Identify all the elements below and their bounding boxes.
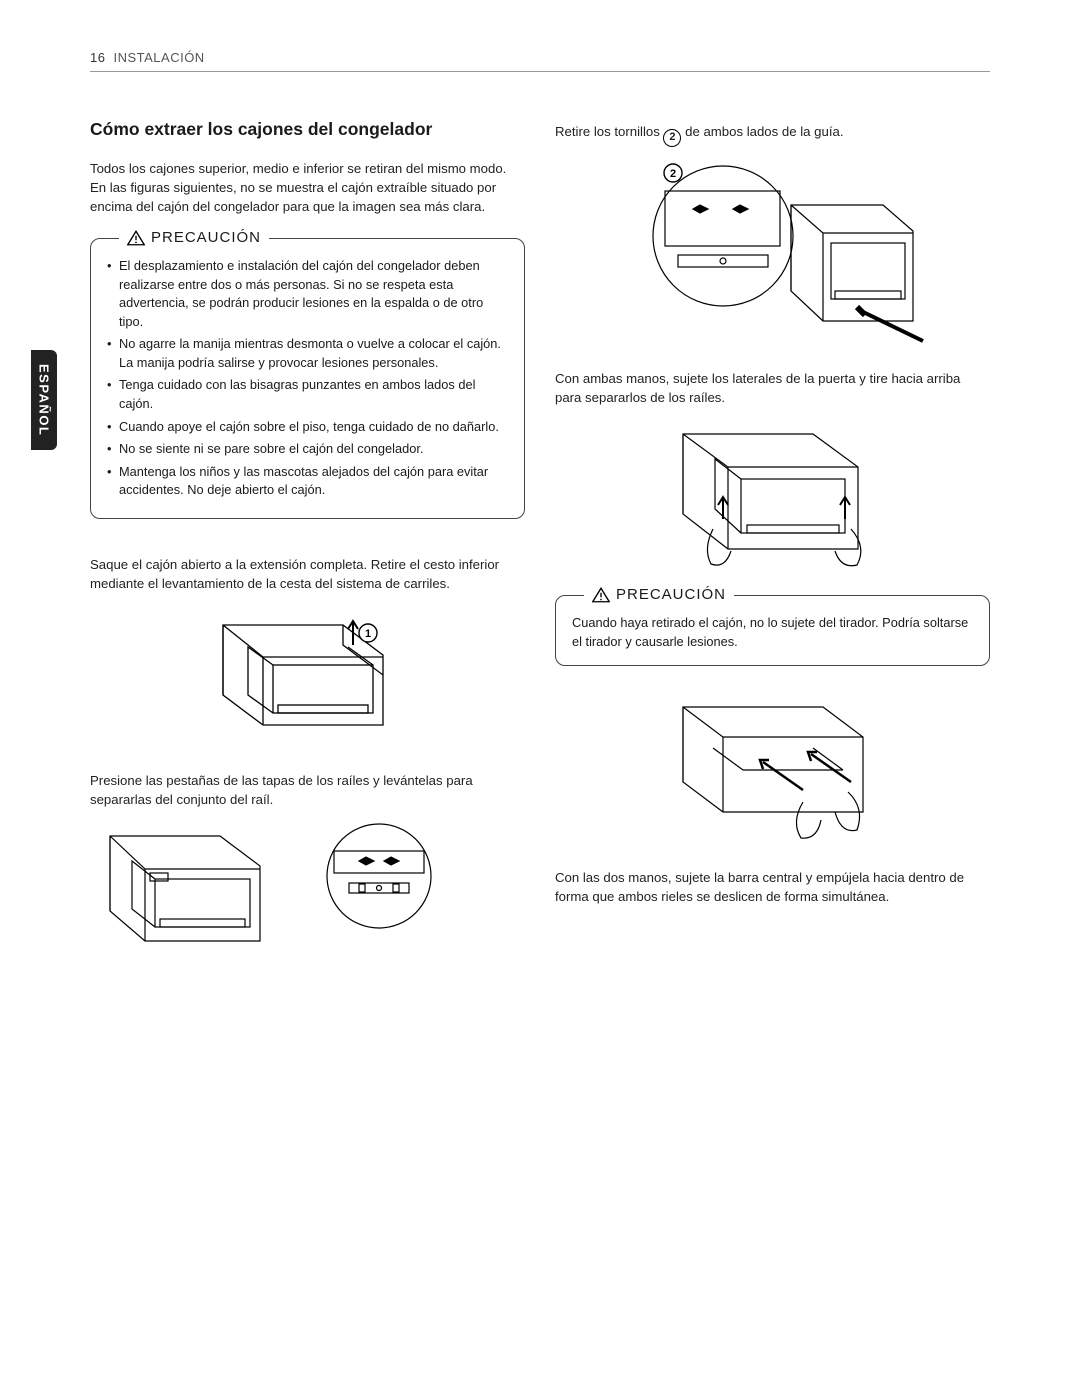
section-name: INSTALACIÓN xyxy=(113,50,204,65)
step-5-text: Con las dos manos, sujete la barra centr… xyxy=(555,868,990,906)
illustration-rail-detail xyxy=(304,821,454,931)
caution-label: PRECAUCIÓN xyxy=(616,586,726,603)
top-rule xyxy=(90,71,990,72)
step-3-pre: Retire los tornillos xyxy=(555,124,663,139)
caution-item: No se siente ni se pare sobre el cajón d… xyxy=(107,440,508,459)
caution-label: PRECAUCIÓN xyxy=(151,229,261,246)
caution-item: No agarre la manija mientras desmonta o … xyxy=(107,335,508,372)
circled-2-icon: 2 xyxy=(663,129,681,147)
language-tab-label: ESPAÑOL xyxy=(37,364,52,436)
page-number: 16 xyxy=(90,50,105,65)
page-header: 16 INSTALACIÓN xyxy=(90,50,990,65)
caution-item: El desplazamiento e instalación del cajó… xyxy=(107,257,508,331)
left-column: Cómo extraer los cajones del congelador … xyxy=(90,118,525,985)
step-1-text: Saque el cajón abierto a la extensión co… xyxy=(90,555,525,593)
warning-icon xyxy=(127,230,145,246)
illustration-rail-tabs xyxy=(90,821,525,971)
step-3-post: de ambos lados de la guía. xyxy=(681,124,843,139)
step-4-text: Con ambas manos, sujete los laterales de… xyxy=(555,369,990,407)
language-tab: ESPAÑOL xyxy=(31,350,57,450)
section-title: Cómo extraer los cajones del congelador xyxy=(90,118,525,141)
illustration-remove-screws: 2 xyxy=(613,161,933,351)
circled-2-fig-icon: 2 xyxy=(664,164,682,182)
caution-item: Tenga cuidado con las bisagras punzantes… xyxy=(107,376,508,413)
page-root: 16 INSTALACIÓN ESPAÑOL Cómo extraer los … xyxy=(0,0,1080,985)
fig1-number: 1 xyxy=(364,628,370,640)
illustration-push-rails xyxy=(653,692,893,852)
warning-icon xyxy=(592,587,610,603)
step-2-text: Presione las pestañas de las tapas de lo… xyxy=(90,771,525,809)
caution-box-left: PRECAUCIÓN El desplazamiento e instalaci… xyxy=(90,238,525,519)
caution-title: PRECAUCIÓN xyxy=(584,586,734,603)
fig3-number: 2 xyxy=(669,168,675,180)
caution-item: Mantenga los niños y las mascotas alejad… xyxy=(107,463,508,500)
content-columns: Cómo extraer los cajones del congelador … xyxy=(90,118,990,985)
illustration-drawer-rail xyxy=(90,821,290,971)
caution-text-right: Cuando haya retirado el cajón, no lo suj… xyxy=(572,614,973,651)
right-column: Retire los tornillos 2 de ambos lados de… xyxy=(555,118,990,985)
caution-item: Cuando apoye el cajón sobre el piso, ten… xyxy=(107,418,508,437)
caution-box-right: PRECAUCIÓN Cuando haya retirado el cajón… xyxy=(555,595,990,666)
illustration-drawer-extend: 1 xyxy=(193,605,423,755)
intro-paragraph: Todos los cajones superior, medio e infe… xyxy=(90,159,525,216)
caution-list: El desplazamiento e instalación del cajó… xyxy=(107,257,508,500)
step-3-text: Retire los tornillos 2 de ambos lados de… xyxy=(555,122,990,147)
caution-title: PRECAUCIÓN xyxy=(119,229,269,246)
illustration-lift-door xyxy=(653,419,893,579)
circled-1-icon: 1 xyxy=(359,624,377,642)
